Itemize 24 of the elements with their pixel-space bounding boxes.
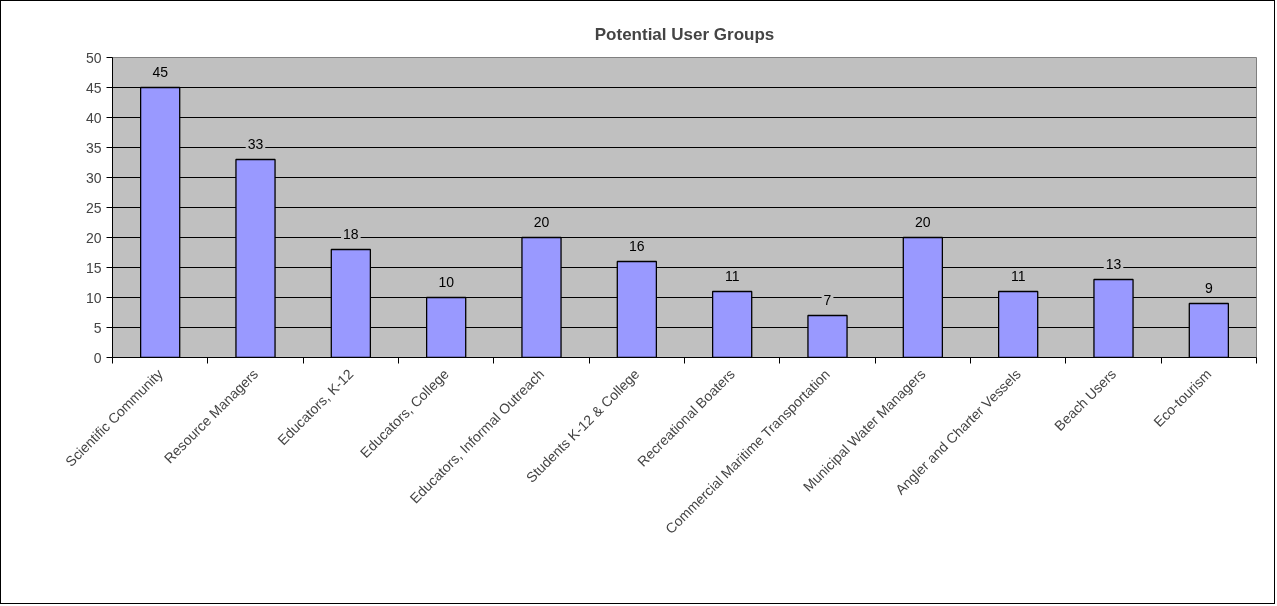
y-tick-label: 45 xyxy=(85,79,102,96)
data-label: 7 xyxy=(823,291,832,308)
data-label: 9 xyxy=(1204,279,1213,296)
y-tick-label: 0 xyxy=(93,349,102,366)
data-label: 16 xyxy=(629,237,645,254)
y-tick-label: 20 xyxy=(85,229,102,246)
data-label: 20 xyxy=(915,213,931,230)
y-tick-label: 15 xyxy=(85,259,102,276)
y-tick-label: 10 xyxy=(85,289,102,306)
y-tick-label: 50 xyxy=(85,49,102,66)
data-label: 11 xyxy=(1010,267,1026,284)
data-label: 11 xyxy=(724,267,740,284)
y-tick-label: 25 xyxy=(85,199,102,216)
data-label: 45 xyxy=(152,63,169,80)
data-label: 18 xyxy=(343,225,359,242)
y-tick-label: 40 xyxy=(85,109,102,126)
chart-title: Potential User Groups xyxy=(594,24,775,44)
data-label: 10 xyxy=(438,273,455,290)
y-tick-label: 30 xyxy=(85,169,102,186)
data-label: 13 xyxy=(1105,255,1122,272)
data-label: 33 xyxy=(247,135,264,152)
data-label: 20 xyxy=(533,213,550,230)
y-tick-label: 35 xyxy=(85,139,102,156)
y-tick-label: 5 xyxy=(93,319,102,336)
